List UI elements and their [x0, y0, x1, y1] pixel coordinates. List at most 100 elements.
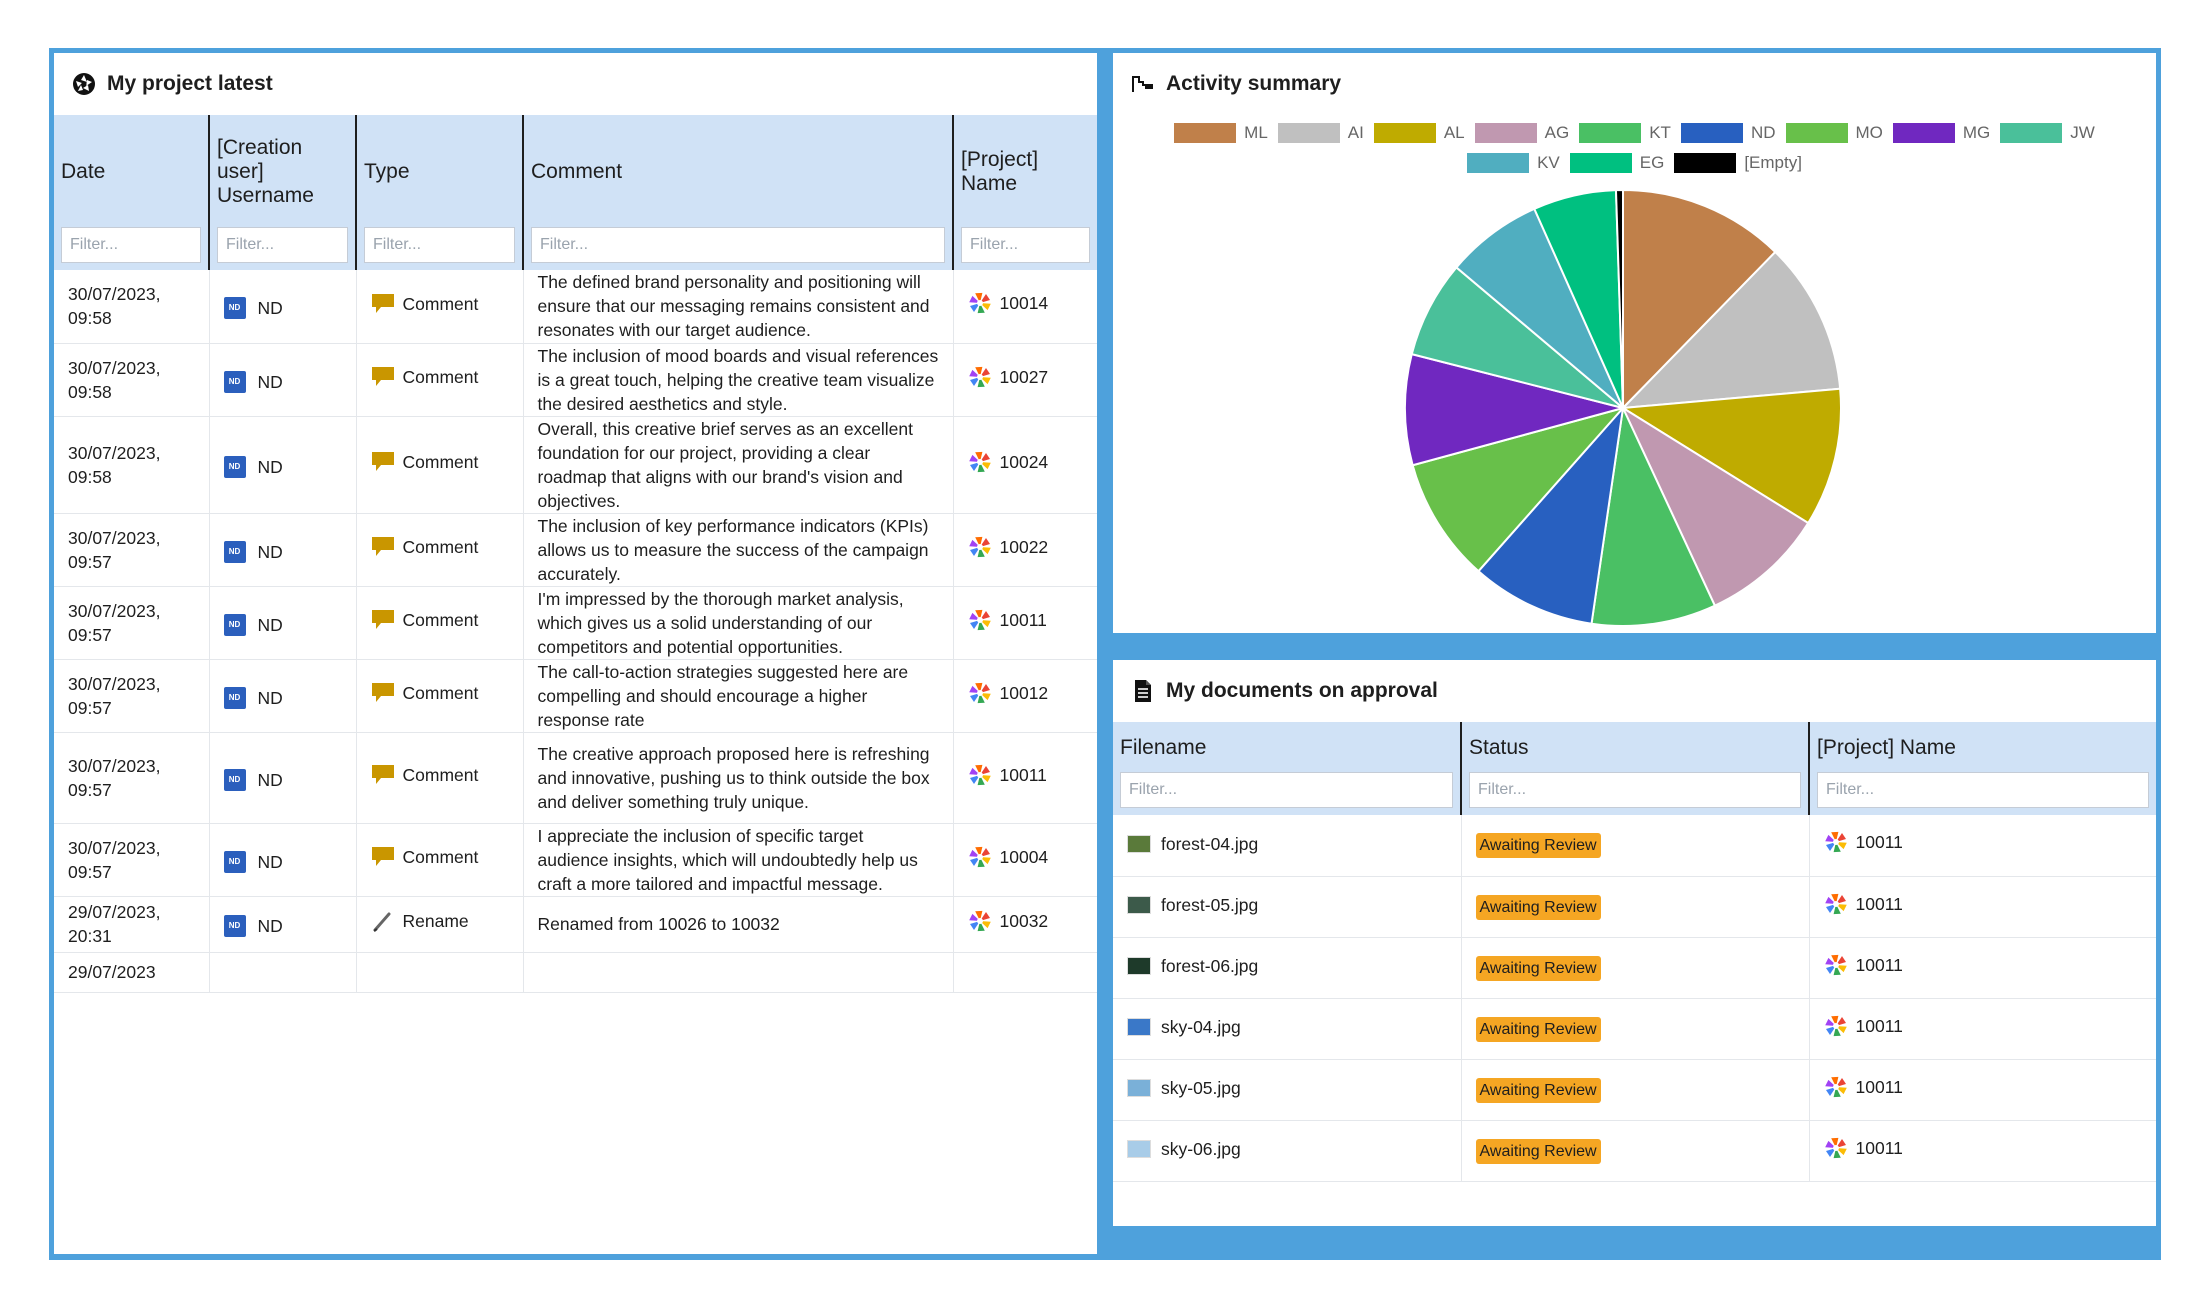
pie-slice-ai[interactable]	[1620, 250, 1842, 410]
type-label: Comment	[402, 452, 479, 472]
date-filter-input[interactable]	[61, 227, 201, 263]
file-cell[interactable]: sky-06.jpg	[1127, 1137, 1241, 1161]
date-cell: 30/07/2023, 09:58	[68, 357, 161, 402]
project-icon	[1824, 892, 1848, 916]
pie-slice-nd[interactable]	[1477, 404, 1625, 625]
file-cell[interactable]: sky-05.jpg	[1127, 1076, 1241, 1100]
pie-slice-al[interactable]	[1619, 387, 1842, 525]
project-link[interactable]: 10024	[968, 450, 1048, 474]
project-filter-input[interactable]	[961, 227, 1090, 263]
legend-item[interactable]: KT	[1579, 123, 1671, 143]
user-cell: ND ND	[223, 768, 283, 792]
file-cell[interactable]: forest-04.jpg	[1127, 832, 1258, 856]
column-header-filename[interactable]: Filename	[1113, 722, 1462, 766]
activity-pie-chart	[1404, 188, 1842, 627]
column-header-username[interactable]: [Creation user] Username	[209, 115, 357, 221]
table-row[interactable]: 30/07/2023, 09:58 ND ND Comment The inclusio…	[54, 343, 1097, 417]
project-link[interactable]: 10011	[1824, 830, 1903, 854]
project-link[interactable]: 10027	[968, 365, 1048, 389]
username: ND	[257, 371, 283, 392]
table-row[interactable]: forest-05.jpg Awaiting Review 10011	[1113, 876, 2156, 938]
table-row[interactable]: forest-06.jpg Awaiting Review 10011	[1113, 937, 2156, 999]
column-header-status[interactable]: Status	[1461, 722, 1810, 766]
project-name: 10012	[999, 682, 1049, 703]
type-filter-input[interactable]	[364, 227, 515, 263]
table-row[interactable]: 30/07/2023, 09:57 ND ND Comment The inclusio…	[54, 513, 1097, 587]
table-row[interactable]: sky-06.jpg Awaiting Review 10011	[1113, 1120, 2156, 1182]
project-link[interactable]: 10032	[968, 909, 1048, 933]
date-cell: 30/07/2023, 09:57	[68, 527, 161, 572]
column-header-project[interactable]: [Project] Name	[1809, 722, 2156, 766]
table-row[interactable]: 30/07/2023, 09:57 ND ND Comment I'm impresse…	[54, 586, 1097, 660]
project-link[interactable]: 10011	[1824, 1136, 1903, 1160]
legend-item[interactable]: AG	[1474, 123, 1569, 143]
username-filter-input[interactable]	[217, 227, 348, 263]
activity-summary-panel: Activity summary ML AI AL AG KT ND MO MG JW KV EG […	[1113, 53, 2156, 633]
legend-item[interactable]: EG	[1569, 153, 1664, 173]
column-header-date[interactable]: Date	[54, 115, 210, 221]
table-row[interactable]: sky-04.jpg Awaiting Review 10011	[1113, 998, 2156, 1060]
legend-item[interactable]: MO	[1785, 123, 1883, 143]
project-icon	[1824, 1136, 1848, 1160]
file-cell[interactable]: sky-04.jpg	[1127, 1015, 1241, 1039]
pie-slice-ml[interactable]	[1622, 188, 1777, 411]
comment-text: The inclusion of key performance indicat…	[537, 515, 929, 584]
project-link[interactable]: 10014	[968, 291, 1048, 315]
username: ND	[257, 851, 283, 872]
project-link[interactable]: 10011	[1824, 1014, 1903, 1038]
table-row[interactable]: 30/07/2023, 09:58 ND ND Comment The defined …	[54, 270, 1097, 344]
legend-item[interactable]: AI	[1277, 123, 1364, 143]
project-link[interactable]: 10022	[968, 535, 1048, 559]
column-header-project[interactable]: [Project] Name	[953, 115, 1097, 221]
column-header-type[interactable]: Type	[356, 115, 524, 221]
pie-slice-empty[interactable]	[1614, 188, 1624, 409]
project-link[interactable]: 10004	[968, 845, 1048, 869]
legend-item[interactable]: KV	[1467, 153, 1560, 173]
image-thumbnail-icon	[1127, 1018, 1151, 1036]
project-link[interactable]: 10012	[968, 681, 1049, 705]
table-row[interactable]: 30/07/2023, 09:58 ND ND Comment Overall, thi…	[54, 416, 1097, 514]
table-row[interactable]: 30/07/2023, 09:57 ND ND Comment The creative…	[54, 732, 1097, 824]
project-icon	[968, 909, 992, 933]
table-row[interactable]: 30/07/2023, 09:57 ND ND Comment I appreciate…	[54, 823, 1097, 897]
table-row[interactable]: 29/07/2023, 20:31 ND ND Rename Renamed from …	[54, 896, 1097, 953]
column-header-comment[interactable]: Comment	[523, 115, 954, 221]
filename: forest-06.jpg	[1161, 956, 1259, 976]
status-filter-input[interactable]	[1469, 772, 1801, 808]
legend-item[interactable]: AL	[1373, 123, 1465, 143]
project-link[interactable]: 10011	[1824, 1075, 1903, 1099]
comment-text: The inclusion of mood boards and visual …	[537, 345, 939, 414]
user-avatar-icon: ND	[223, 370, 246, 393]
table-row[interactable]: 29/07/2023	[54, 952, 1097, 993]
pie-slice-ag[interactable]	[1620, 405, 1810, 608]
status-badge: Awaiting Review	[1475, 1077, 1601, 1103]
project-name: 10011	[1855, 832, 1903, 853]
user-cell: ND ND	[223, 686, 283, 710]
documents-approval-panel: My documents on approval Filename Status…	[1113, 660, 2156, 1226]
project-link[interactable]: 10011	[968, 763, 1047, 787]
legend-item[interactable]: ND	[1680, 123, 1776, 143]
legend-swatch	[1674, 153, 1737, 173]
filename-filter-input[interactable]	[1120, 772, 1453, 808]
pie-slice-mg[interactable]	[1404, 352, 1627, 467]
table-row[interactable]: 30/07/2023, 09:57 ND ND Comment The call-to-…	[54, 659, 1097, 733]
file-cell[interactable]: forest-06.jpg	[1127, 954, 1258, 978]
type-cell: Comment	[371, 365, 478, 389]
table-row[interactable]: forest-04.jpg Awaiting Review 10011	[1113, 815, 2156, 877]
comment-filter-input[interactable]	[531, 227, 945, 263]
project-link[interactable]: 10011	[968, 608, 1047, 632]
project-link[interactable]: 10011	[1824, 953, 1903, 977]
legend-item[interactable]: [Empty]	[1674, 153, 1802, 173]
legend-item[interactable]: JW	[2000, 123, 2095, 143]
file-cell[interactable]: forest-05.jpg	[1127, 893, 1258, 917]
project-filter-input[interactable]	[1817, 772, 2149, 808]
legend-item[interactable]: MG	[1892, 123, 1991, 143]
date-cell: 30/07/2023, 09:57	[68, 837, 161, 882]
legend-item[interactable]: ML	[1174, 123, 1268, 143]
table-row[interactable]: sky-05.jpg Awaiting Review 10011	[1113, 1059, 2156, 1121]
legend-label: MO	[1855, 123, 1883, 142]
project-link[interactable]: 10011	[1824, 892, 1903, 916]
pie-slice-mo[interactable]	[1411, 406, 1626, 573]
legend-label: MG	[1962, 123, 1991, 142]
pie-slice-kt[interactable]	[1590, 404, 1717, 627]
